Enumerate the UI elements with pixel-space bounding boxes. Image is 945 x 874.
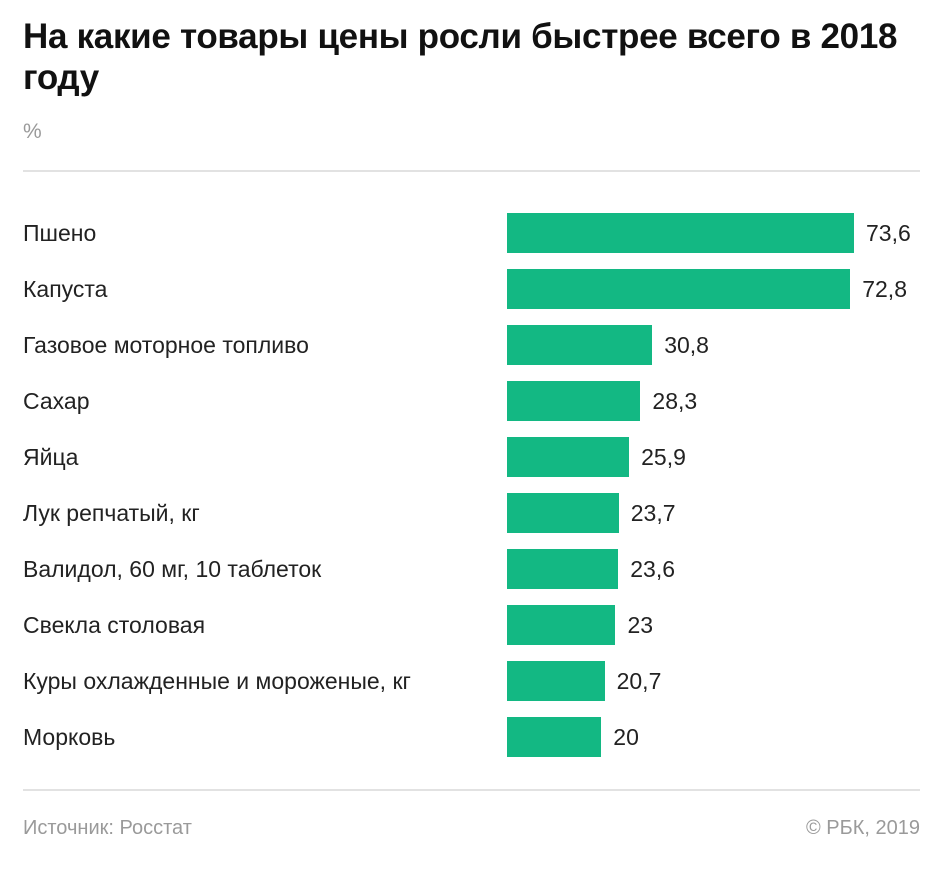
chart-title: На какие товары цены росли быстрее всего… xyxy=(23,17,898,97)
top-divider xyxy=(23,170,920,172)
copyright: © РБК, 2019 xyxy=(805,817,920,839)
bar xyxy=(507,661,605,701)
bar xyxy=(507,213,854,253)
value-label: 20 xyxy=(613,724,639,750)
bar xyxy=(507,549,619,589)
bar xyxy=(507,493,619,533)
category-label: Валидол, 60 мг, 10 таблеток xyxy=(23,556,322,582)
value-label: 73,6 xyxy=(866,220,911,246)
category-label: Капуста xyxy=(23,276,108,302)
value-label: 72,8 xyxy=(862,276,907,302)
value-label: 28,3 xyxy=(652,388,698,414)
bar xyxy=(507,605,616,645)
bar xyxy=(507,269,851,309)
category-label: Яйца xyxy=(23,444,79,470)
bar xyxy=(507,717,602,757)
value-label: 25,9 xyxy=(641,444,686,470)
category-label: Сахар xyxy=(23,388,90,414)
bar xyxy=(507,437,630,477)
category-label: Газовое моторное топливо xyxy=(23,332,309,358)
value-label: 23,6 xyxy=(630,556,676,582)
category-label: Лук репчатый, кг xyxy=(23,500,200,526)
bottom-divider xyxy=(23,789,920,791)
value-label: 20,7 xyxy=(616,668,662,694)
category-label: Пшено xyxy=(23,220,97,246)
value-label: 30,8 xyxy=(664,332,709,358)
value-label: 23,7 xyxy=(630,500,676,526)
category-label: Свекла столовая xyxy=(23,612,206,638)
category-label: Морковь xyxy=(23,724,116,750)
value-label: 23 xyxy=(627,612,654,638)
bar xyxy=(507,325,653,365)
unit-label: % xyxy=(23,120,42,143)
bar xyxy=(507,381,641,421)
category-label: Куры охлажденные и мороженые, кг xyxy=(23,668,411,694)
source-note: Источник: Росстат xyxy=(23,817,192,839)
